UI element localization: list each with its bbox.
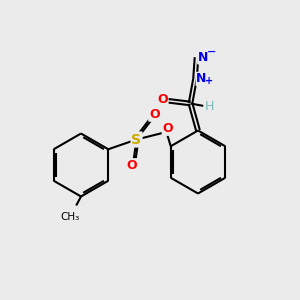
Text: −: − bbox=[207, 47, 216, 57]
Text: O: O bbox=[127, 159, 137, 172]
Text: O: O bbox=[163, 122, 173, 135]
Text: CH₃: CH₃ bbox=[60, 212, 79, 222]
Text: O: O bbox=[149, 108, 160, 121]
Text: O: O bbox=[157, 93, 168, 106]
Text: N: N bbox=[198, 51, 208, 64]
Text: N: N bbox=[196, 72, 207, 86]
Text: +: + bbox=[205, 76, 213, 86]
Text: H: H bbox=[205, 100, 214, 113]
Text: S: S bbox=[131, 133, 142, 146]
